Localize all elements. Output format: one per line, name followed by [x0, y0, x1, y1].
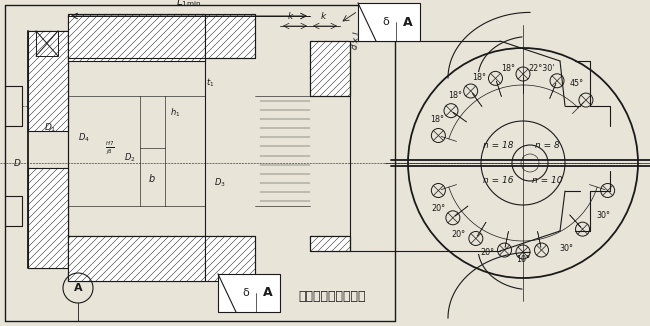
- Text: $d \times l$: $d \times l$: [348, 30, 362, 51]
- Bar: [310, 236, 350, 251]
- Bar: [205, 236, 255, 281]
- Text: $t_1$: $t_1$: [206, 77, 215, 89]
- Text: 45°: 45°: [569, 79, 584, 88]
- Text: $h_1$: $h_1$: [170, 107, 180, 119]
- Text: δ: δ: [242, 288, 250, 298]
- Text: $\frac{H7}{j8}$: $\frac{H7}{j8}$: [105, 140, 114, 156]
- Text: $D_2$: $D_2$: [124, 152, 136, 164]
- Bar: [310, 41, 350, 96]
- Text: 20°: 20°: [431, 203, 445, 213]
- Text: A: A: [73, 283, 83, 293]
- Text: 18°: 18°: [430, 115, 445, 124]
- Bar: [28, 31, 68, 131]
- Bar: [36, 31, 58, 56]
- Bar: [358, 3, 420, 41]
- Text: 22°30': 22°30': [528, 64, 555, 73]
- Text: n = 10: n = 10: [532, 176, 563, 185]
- Text: n = 16: n = 16: [483, 176, 514, 185]
- Bar: [28, 168, 68, 268]
- Text: n = 18: n = 18: [483, 141, 514, 150]
- Text: $D$: $D$: [13, 157, 21, 169]
- Text: $D_4$: $D_4$: [78, 132, 90, 144]
- Text: $D_1$: $D_1$: [44, 122, 56, 134]
- Text: A: A: [403, 16, 413, 28]
- Text: A: A: [263, 287, 273, 300]
- Bar: [68, 14, 205, 61]
- Text: $L_{1\mathrm{min}}$: $L_{1\mathrm{min}}$: [176, 0, 202, 9]
- Text: 30°: 30°: [597, 211, 610, 220]
- Text: 20°: 20°: [452, 230, 466, 239]
- Text: 18°: 18°: [501, 64, 515, 73]
- Text: 18°: 18°: [473, 73, 486, 82]
- Text: 20°: 20°: [480, 247, 494, 257]
- Text: 18°: 18°: [448, 91, 462, 100]
- Text: n = 8: n = 8: [536, 141, 560, 150]
- Text: k: k: [320, 12, 326, 21]
- Bar: [205, 14, 255, 58]
- Text: δ: δ: [383, 17, 389, 27]
- Text: 10°: 10°: [516, 255, 530, 263]
- Text: 30°: 30°: [560, 244, 573, 253]
- Text: k: k: [287, 12, 292, 21]
- Text: $b$: $b$: [148, 172, 156, 184]
- Bar: [218, 274, 280, 312]
- Text: $D_3$: $D_3$: [214, 177, 226, 189]
- Bar: [68, 236, 205, 281]
- Text: 法兰与相配件的联接: 法兰与相配件的联接: [298, 289, 365, 303]
